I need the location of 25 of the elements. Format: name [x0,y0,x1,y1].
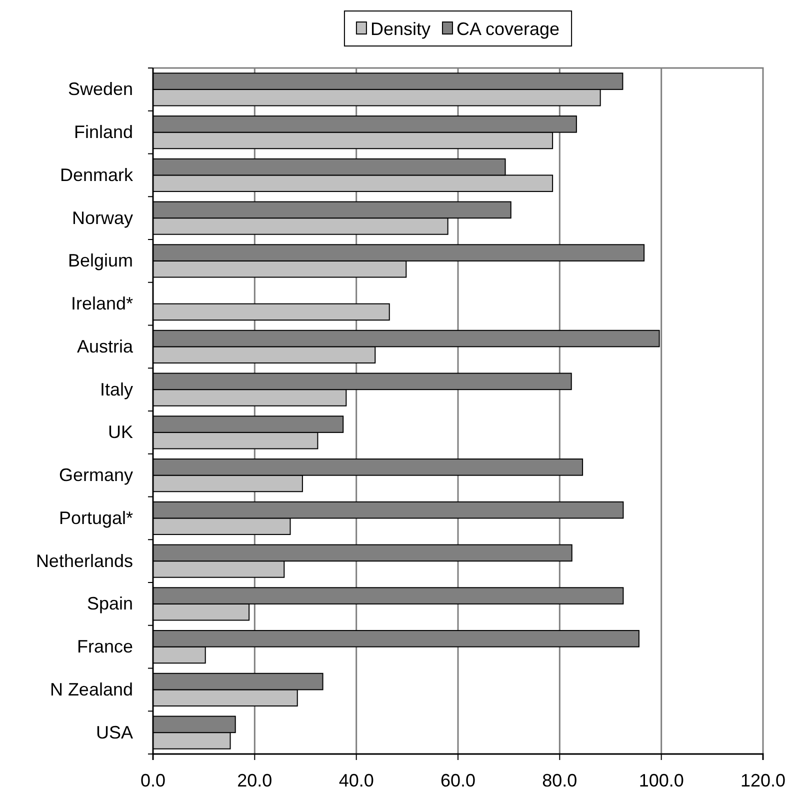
y-tick-label: Belgium [68,250,133,271]
y-tick-label: France [76,636,133,657]
x-tick-label: 20.0 [237,770,272,790]
y-tick-label: Sweden [68,79,133,100]
legend-label: Density [370,19,430,39]
y-tick-label: Denmark [60,164,134,185]
y-tick-label: Italy [100,379,133,400]
x-tick-label: 120.0 [740,770,786,790]
y-tick-label: USA [96,722,133,742]
x-tick-label: 40.0 [338,770,374,790]
x-tick-label: 100.0 [638,770,684,790]
x-tick-label: 0.0 [140,770,166,790]
y-tick-label: Spain [86,594,133,614]
y-tick-label: Finland [74,122,133,142]
y-tick-label: Austria [76,336,134,356]
y-tick-label: Portugal* [58,508,133,528]
x-tick-label: 60.0 [440,770,476,790]
y-tick-label: Germany [58,465,133,486]
y-tick-label: Ireland* [70,294,133,314]
y-tick-label: N Zealand [50,679,133,700]
x-tick-label: 80.0 [542,770,578,790]
y-tick-label: Netherlands [36,550,133,571]
y-tick-label: UK [108,422,133,442]
y-tick-label: Norway [72,208,133,228]
legend-label: CA coverage [456,19,560,39]
